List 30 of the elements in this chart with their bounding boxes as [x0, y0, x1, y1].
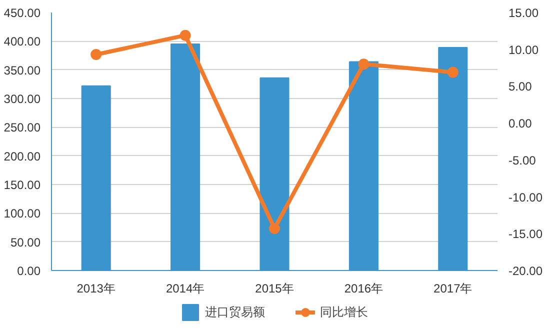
- x-tick-label: 2014年: [166, 282, 205, 296]
- x-tick-label: 2017年: [434, 282, 472, 296]
- y2-tick-label: 0.00: [508, 116, 532, 131]
- point: [180, 30, 191, 41]
- y-tick-label: 0.00: [17, 264, 41, 278]
- point: [358, 58, 370, 70]
- x-tick-label: 2016年: [344, 282, 384, 296]
- y2-tick-label: -15.00: [508, 227, 543, 242]
- y2-tick-label: 15.00: [508, 6, 539, 20]
- point: [447, 66, 458, 78]
- x-tick-label: 2015年: [255, 282, 294, 296]
- x-tick-label: 2013年: [76, 282, 116, 296]
- y-tick-label: 300.00: [4, 92, 41, 106]
- y-tick-label: 400.00: [4, 34, 41, 49]
- y2-tick-label: 5.00: [508, 80, 532, 94]
- y-tick-label: 150.00: [4, 178, 41, 192]
- y-tick-label: 100.00: [4, 206, 41, 221]
- legend-label: 同比增长: [320, 304, 368, 320]
- y-tick-label: 450.00: [4, 6, 41, 20]
- y-tick-label: 250.00: [4, 120, 41, 135]
- y2-tick-label: -10.00: [508, 190, 543, 204]
- y2-tick-label: -5.00: [508, 153, 536, 168]
- y2-tick-label: -20.00: [508, 264, 543, 278]
- point: [90, 49, 102, 60]
- y-tick-label: 50.00: [10, 235, 41, 250]
- legend-label: 进口贸易额: [205, 304, 265, 320]
- point: [269, 222, 280, 234]
- y-tick-label: 200.00: [4, 149, 41, 164]
- y-tick-label: 350.00: [4, 63, 41, 78]
- y2-tick-label: 10.00: [508, 42, 539, 57]
